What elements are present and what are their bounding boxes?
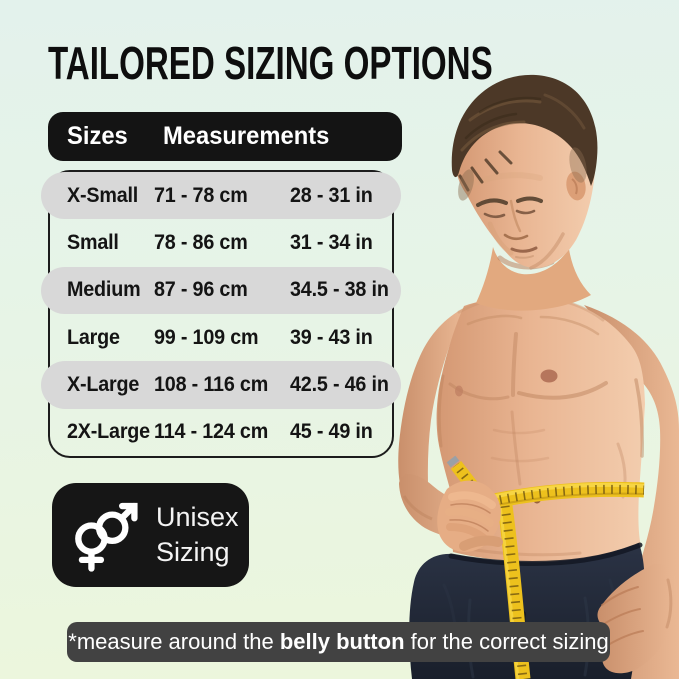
size-label: Large (67, 325, 120, 349)
table-header: Sizes Measurements (48, 112, 402, 161)
man-nipple-far (455, 385, 463, 397)
measurement-footnote: *measure around the belly button for the… (67, 622, 610, 662)
inch-range: 28 - 31 in (290, 183, 373, 207)
man-hair (451, 74, 598, 186)
size-label: Small (67, 230, 119, 254)
badge-line-1: Unisex (156, 502, 239, 532)
inch-range: 45 - 49 in (290, 420, 373, 444)
man-left-upper-arm (398, 308, 464, 515)
size-label: 2X-Large (67, 420, 150, 444)
man-hair-fade-right (569, 147, 587, 183)
size-label: X-Large (67, 372, 140, 396)
man-hair-fade-left (458, 169, 474, 201)
cm-range: 87 - 96 cm (154, 278, 248, 302)
table-row: Large 99 - 109 cm 39 - 43 in (41, 314, 401, 361)
inch-range: 39 - 43 in (290, 325, 373, 349)
cm-range: 71 - 78 cm (154, 183, 248, 207)
size-label: Medium (67, 278, 141, 302)
man-face (467, 172, 565, 270)
column-header-measurements: Measurements (163, 122, 330, 150)
footnote-suffix: for the correct sizing (404, 629, 609, 654)
inch-range: 42.5 - 46 in (290, 372, 389, 396)
size-table: X-Small 71 - 78 cm 28 - 31 in Small 78 -… (41, 170, 401, 458)
man-right-hand (597, 563, 678, 674)
footnote-prefix: *measure around the (68, 629, 280, 654)
table-row: X-Small 71 - 78 cm 28 - 31 in (41, 172, 401, 220)
badge-line-2: Sizing (156, 537, 230, 567)
man-nipple (540, 369, 558, 383)
page-title: TAILORED SIZING OPTIONS (48, 37, 493, 89)
man-ear-detail (571, 178, 578, 195)
cm-range: 108 - 116 cm (154, 372, 269, 396)
table-row: Medium 87 - 96 cm 34.5 - 38 in (41, 266, 401, 314)
unisex-gender-icon (75, 502, 138, 572)
column-header-sizes: Sizes (67, 122, 128, 150)
unisex-sizing-label: Unisex Sizing (156, 500, 239, 570)
table-row: Small 78 - 86 cm 31 - 34 in (41, 219, 401, 266)
cm-range: 114 - 124 cm (154, 420, 269, 444)
man-neck (476, 247, 591, 311)
cm-range: 78 - 86 cm (154, 230, 248, 254)
table-row: 2X-Large 114 - 124 cm 45 - 49 in (41, 409, 401, 456)
inch-range: 31 - 34 in (290, 230, 373, 254)
man-elbow-shade (402, 495, 433, 521)
size-label: X-Small (67, 183, 139, 207)
man-hair-texture (458, 93, 586, 192)
table-row: X-Large 108 - 116 cm 42.5 - 46 in (41, 361, 401, 409)
cm-range: 99 - 109 cm (154, 325, 259, 349)
footnote-bold: belly button (279, 629, 405, 654)
inch-range: 34.5 - 38 in (290, 278, 389, 302)
unisex-sizing-badge: Unisex Sizing (52, 483, 249, 587)
man-left-fingers (445, 491, 503, 551)
man-measuring-waist-illustration (398, 74, 679, 679)
